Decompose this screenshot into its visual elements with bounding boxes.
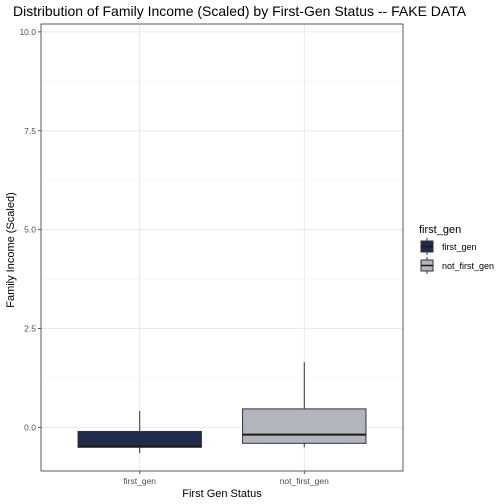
panel-background [41,24,403,471]
legend-title: first_gen [419,224,461,236]
y-tick-label: 2.5 [24,324,36,334]
y-tick-label: 0.0 [24,422,36,432]
panel-border [40,23,404,472]
box-body [242,408,367,444]
legend-item-not_first_gen: not_first_gen [420,257,494,274]
y-axis-ticks: 0.0 2.5 5.0 7.5 10.0 [19,27,41,432]
x-tick-label: not_first_gen [280,476,329,486]
y-tick-label: 7.5 [24,126,36,136]
box-not_first_gen [242,362,367,448]
legend-label: not_first_gen [442,261,494,271]
legend-label: first_gen [442,242,477,252]
box-body [77,430,202,448]
x-tick-label: first_gen [123,476,156,486]
y-tick-label: 10.0 [19,27,36,37]
plot-panel [41,24,403,471]
y-tick-label: 5.0 [24,225,36,235]
y-axis-title: Family Income (Scaled) [5,192,17,308]
box-first_gen [77,410,202,454]
x-axis-ticks: first_gen not_first_gen [123,471,329,486]
plot-marks [40,23,404,472]
legend: first_gen first_gen not_first_gen [419,224,494,274]
x-axis-title: First Gen Status [182,488,262,500]
chart-title: Distribution of Family Income (Scaled) b… [13,3,467,19]
legend-item-first_gen: first_gen [420,238,477,255]
